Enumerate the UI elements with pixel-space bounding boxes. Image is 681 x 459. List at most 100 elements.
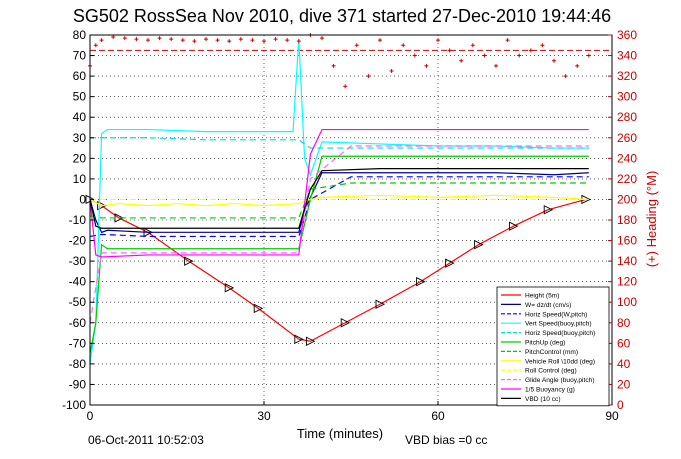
heading-marker [505, 38, 510, 43]
heading-marker [169, 37, 174, 42]
heading-marker [285, 38, 290, 43]
x-tick-label: 30 [257, 409, 271, 423]
series-line [89, 176, 589, 238]
legend-label: PitchUp (deg) [525, 340, 565, 347]
x-axis-label: Time (minutes) [297, 426, 383, 441]
x-tick-label: 90 [605, 409, 619, 423]
heading-marker [180, 38, 185, 43]
height-marker [543, 204, 554, 215]
y-right-tick-label: 80 [617, 316, 631, 330]
y-tick-label: -30 [69, 254, 87, 268]
legend-label: VBD (10 cc) [525, 396, 561, 403]
series-line [89, 128, 589, 258]
vbd-bias-label: VBD bias =0 cc [405, 433, 487, 447]
legend-label: PitchControl (mm) [525, 349, 578, 356]
heading-marker [517, 53, 522, 58]
y-right-tick-label: 360 [617, 28, 637, 42]
legend: Height (5m) W= dz/dt (cm/s) Horiz Speed(W,… [496, 286, 610, 407]
legend-label: 1/5 Buoyancy (g) [525, 387, 575, 394]
legend-label: Glide Angle (buoy,pitch) [525, 377, 595, 384]
y-tick-label: 0 [79, 192, 86, 206]
axes: 0 30 60 90-100-90-80-70-60-50-40-30-20-1001… [62, 28, 637, 423]
legend-label: W= dz/dt (cm/s) [525, 302, 571, 309]
y-tick-label: -60 [69, 316, 87, 330]
height-marker [474, 239, 484, 250]
series-line [90, 137, 589, 149]
y-right-tick-label: 140 [617, 254, 637, 268]
y-tick-label: 30 [73, 131, 87, 145]
heading-marker [424, 63, 429, 68]
y-tick-label: 40 [73, 110, 87, 124]
heading-marker [563, 74, 568, 79]
height-marker [305, 336, 316, 347]
y-right-tick-label: 220 [617, 172, 637, 186]
heading-marker [238, 37, 243, 42]
y-tick-label: -40 [69, 275, 87, 289]
heading-marker [552, 58, 556, 63]
y-right-tick-label: 100 [617, 295, 637, 309]
series-line [89, 194, 589, 207]
y-tick-label: -90 [69, 377, 87, 391]
heading-marker [401, 43, 406, 48]
y-tick-label: 20 [73, 151, 87, 165]
y-tick-label: 50 [73, 90, 87, 104]
height-marker [97, 200, 107, 211]
y-tick-label: -100 [62, 398, 86, 412]
legend-label: Roll Control (deg) [525, 368, 577, 375]
right-axis-label: (+) Heading (°M) [644, 171, 659, 268]
heading-marker [227, 39, 232, 44]
legend-box [496, 286, 610, 407]
y-right-tick-label: 320 [617, 69, 637, 83]
heading-marker [389, 68, 394, 73]
legend-label: Horiz Speed(buoy,pitch) [525, 330, 595, 337]
heading-marker [447, 48, 452, 53]
y-tick-label: 10 [73, 172, 87, 186]
heading-marker [262, 39, 266, 44]
footer-timestamp: 06-Oct-2011 10:52:03 [88, 433, 204, 447]
heading-marker [343, 84, 348, 89]
heading-marker [378, 38, 382, 43]
heading-marker [134, 37, 139, 42]
heading-marker [366, 74, 371, 79]
heading-marker [215, 38, 220, 43]
heading-marker [273, 37, 278, 42]
y-tick-label: -20 [69, 234, 87, 248]
heading-marker [99, 38, 104, 43]
height-marker [224, 283, 235, 293]
y-right-tick-label: 120 [617, 275, 637, 289]
heading-marker [482, 53, 487, 58]
y-right-tick-label: 260 [617, 131, 637, 145]
y-right-tick-label: 180 [617, 213, 637, 227]
legend-label: Height (5m) [525, 293, 559, 300]
x-tick-label: 0 [87, 409, 94, 423]
height-marker [340, 318, 351, 328]
height-marker [375, 299, 386, 310]
legend-label: Vert Speed(buoy,pitch) [525, 321, 592, 328]
y-right-tick-label: 340 [617, 49, 637, 63]
y-right-tick-label: 300 [617, 90, 637, 104]
heading-marker [146, 38, 150, 43]
heading-marker [122, 36, 127, 41]
heading-marker [204, 37, 208, 42]
y-tick-label: 60 [73, 69, 87, 83]
heading-marker [331, 63, 336, 68]
x-tick-label: 60 [431, 409, 445, 423]
series-line [89, 168, 589, 229]
heading-marker [354, 43, 359, 48]
heading-marker [192, 39, 197, 44]
heading-marker [470, 43, 475, 48]
y-tick-label: -70 [69, 336, 87, 350]
series-line [89, 182, 589, 219]
y-right-tick-label: 40 [617, 357, 631, 371]
legend-label: Vehicle Roll \10dd (deg) [525, 358, 595, 365]
heading-marker [157, 36, 162, 41]
y-right-tick-label: 280 [617, 110, 637, 124]
y-tick-label: -10 [69, 213, 87, 227]
heading-marker [296, 39, 301, 44]
y-tick-label: 70 [73, 49, 87, 63]
height-marker [416, 276, 426, 287]
y-tick-label: -80 [69, 357, 87, 371]
heading-marker [436, 38, 440, 43]
